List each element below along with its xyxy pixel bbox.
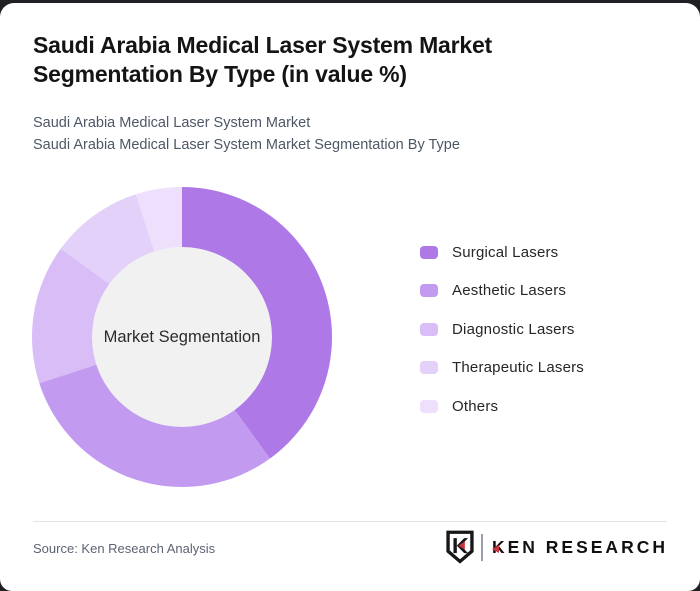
- subtitle-line-1: Saudi Arabia Medical Laser System Market: [33, 115, 311, 131]
- donut-center: Market Segmentation: [92, 247, 272, 427]
- ken-research-shield-icon: [446, 530, 474, 564]
- logo-k-red-arrow: [491, 544, 499, 553]
- legend-swatch: [420, 399, 438, 413]
- donut-center-label: Market Segmentation: [103, 327, 261, 346]
- legend-label: Others: [452, 397, 499, 415]
- legend-item: Others: [420, 397, 584, 415]
- source-note: Source: Ken Research Analysis: [33, 541, 216, 556]
- legend-swatch: [420, 284, 438, 297]
- ken-research-logo: KEN RESEARCH: [446, 529, 668, 565]
- legend-label: Aesthetic Lasers: [452, 282, 567, 299]
- legend-swatch: [420, 361, 438, 374]
- legend-swatch: [420, 322, 438, 336]
- report-card: Saudi Arabia Medical Laser System Market…: [0, 3, 700, 591]
- subtitle-block: Saudi Arabia Medical Laser System Market…: [33, 112, 460, 156]
- subtitle-line-2: Saudi Arabia Medical Laser System Market…: [33, 137, 460, 154]
- legend-label: Diagnostic Lasers: [452, 320, 575, 338]
- legend-item: Therapeutic Lasers: [420, 359, 585, 376]
- logo-wordmark: KEN RESEARCH: [491, 537, 668, 557]
- footer-divider: [33, 521, 667, 522]
- legend: Surgical Lasers Aesthetic Lasers Diagnos…: [420, 243, 585, 438]
- legend-item: Aesthetic Lasers: [420, 282, 584, 299]
- legend-label: Surgical Lasers: [452, 243, 559, 261]
- legend-swatch: [420, 245, 438, 259]
- logo-separator: [480, 533, 483, 561]
- page-title: Saudi Arabia Medical Laser System Market…: [33, 32, 493, 88]
- legend-item: Surgical Lasers: [420, 243, 584, 261]
- legend-label: Therapeutic Lasers: [452, 359, 585, 376]
- donut-ring: Market Segmentation: [32, 187, 332, 487]
- legend-item: Diagnostic Lasers: [420, 320, 584, 338]
